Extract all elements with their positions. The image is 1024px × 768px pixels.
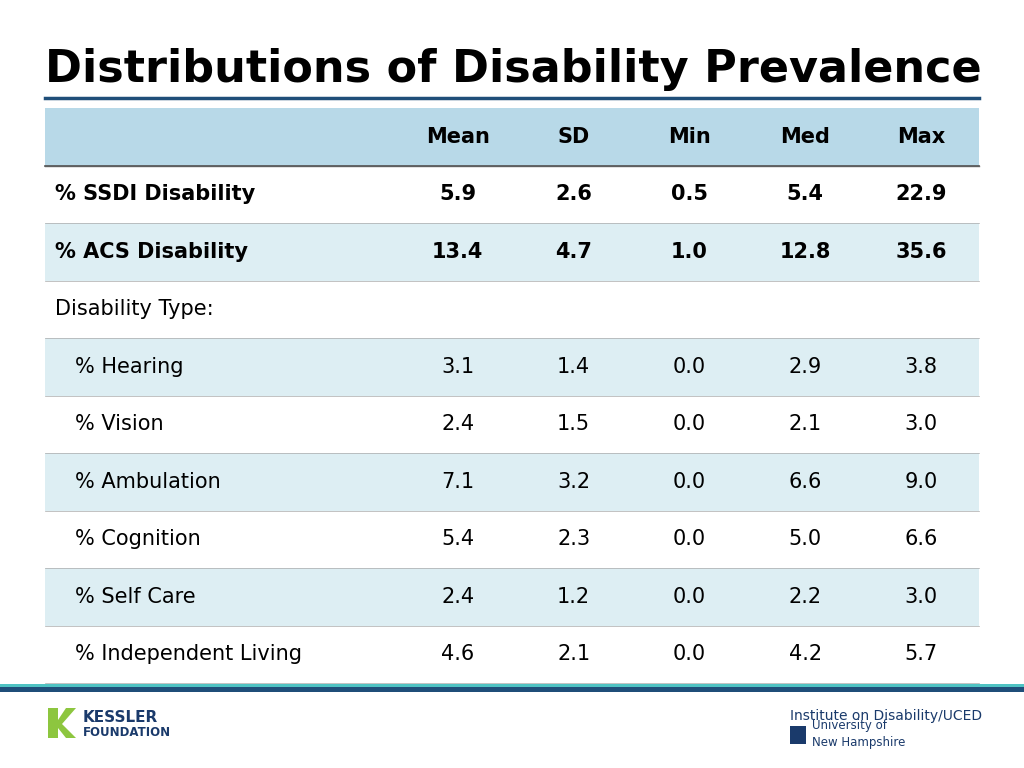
Bar bbox=[45, 165, 979, 223]
Text: 13.4: 13.4 bbox=[432, 242, 483, 262]
Text: Mean: Mean bbox=[426, 127, 489, 147]
Text: 22.9: 22.9 bbox=[895, 184, 947, 204]
Text: 0.0: 0.0 bbox=[673, 587, 706, 607]
Text: Disability Type:: Disability Type: bbox=[55, 300, 214, 319]
Text: % Self Care: % Self Care bbox=[75, 587, 196, 607]
Bar bbox=[45, 625, 979, 683]
Polygon shape bbox=[48, 708, 76, 738]
Text: Min: Min bbox=[668, 127, 711, 147]
Text: 1.2: 1.2 bbox=[557, 587, 590, 607]
Text: Med: Med bbox=[780, 127, 830, 147]
Text: 0.0: 0.0 bbox=[673, 357, 706, 377]
Text: % Independent Living: % Independent Living bbox=[75, 644, 302, 664]
Text: 2.9: 2.9 bbox=[788, 357, 822, 377]
Text: 3.2: 3.2 bbox=[557, 472, 590, 492]
Text: Institute on Disability/UCED: Institute on Disability/UCED bbox=[790, 709, 982, 723]
Bar bbox=[45, 511, 979, 568]
Text: 2.2: 2.2 bbox=[788, 587, 822, 607]
Text: Distributions of Disability Prevalence: Distributions of Disability Prevalence bbox=[45, 48, 982, 91]
Bar bbox=[45, 396, 979, 453]
Text: % Cognition: % Cognition bbox=[75, 529, 201, 549]
Text: 5.0: 5.0 bbox=[788, 529, 822, 549]
Text: 0.0: 0.0 bbox=[673, 644, 706, 664]
Text: University of
New Hampshire: University of New Hampshire bbox=[812, 719, 905, 749]
Text: 7.1: 7.1 bbox=[441, 472, 474, 492]
Bar bbox=[45, 453, 979, 511]
Text: 2.1: 2.1 bbox=[788, 414, 822, 434]
Text: 0.5: 0.5 bbox=[671, 184, 708, 204]
Text: Max: Max bbox=[897, 127, 945, 147]
Text: 5.4: 5.4 bbox=[441, 529, 474, 549]
Text: 4.7: 4.7 bbox=[555, 242, 592, 262]
Text: 12.8: 12.8 bbox=[779, 242, 830, 262]
Text: 2.4: 2.4 bbox=[441, 587, 474, 607]
Text: 5.7: 5.7 bbox=[904, 644, 938, 664]
Bar bbox=[0, 684, 1024, 692]
Text: % Hearing: % Hearing bbox=[75, 357, 183, 377]
Text: % Ambulation: % Ambulation bbox=[75, 472, 221, 492]
Text: SD: SD bbox=[557, 127, 590, 147]
Text: % SSDI Disability: % SSDI Disability bbox=[55, 184, 255, 204]
Bar bbox=[0, 684, 1024, 687]
Text: 5.9: 5.9 bbox=[439, 184, 476, 204]
Text: 9.0: 9.0 bbox=[904, 472, 938, 492]
Bar bbox=[45, 568, 979, 625]
Bar bbox=[45, 338, 979, 396]
Text: 1.0: 1.0 bbox=[671, 242, 708, 262]
Text: 6.6: 6.6 bbox=[788, 472, 822, 492]
Text: 0.0: 0.0 bbox=[673, 529, 706, 549]
Text: 2.1: 2.1 bbox=[557, 644, 590, 664]
Text: FOUNDATION: FOUNDATION bbox=[83, 726, 171, 739]
Text: 1.4: 1.4 bbox=[557, 357, 590, 377]
Text: 0.0: 0.0 bbox=[673, 414, 706, 434]
Bar bbox=[45, 280, 979, 338]
Text: 3.0: 3.0 bbox=[904, 587, 938, 607]
Text: 5.4: 5.4 bbox=[786, 184, 823, 204]
Text: % ACS Disability: % ACS Disability bbox=[55, 242, 248, 262]
Text: 2.6: 2.6 bbox=[555, 184, 592, 204]
Text: 4.2: 4.2 bbox=[788, 644, 822, 664]
Text: 2.3: 2.3 bbox=[557, 529, 590, 549]
Text: 3.8: 3.8 bbox=[904, 357, 938, 377]
Text: 1.5: 1.5 bbox=[557, 414, 590, 434]
Text: % Vision: % Vision bbox=[75, 414, 164, 434]
Bar bbox=[45, 108, 979, 165]
Bar bbox=[45, 223, 979, 280]
Text: 0.0: 0.0 bbox=[673, 472, 706, 492]
Text: 6.6: 6.6 bbox=[904, 529, 938, 549]
Bar bbox=[790, 726, 806, 744]
Text: 2.4: 2.4 bbox=[441, 414, 474, 434]
Text: 35.6: 35.6 bbox=[895, 242, 947, 262]
Text: KESSLER: KESSLER bbox=[83, 710, 159, 726]
Text: 3.0: 3.0 bbox=[904, 414, 938, 434]
Text: 4.6: 4.6 bbox=[441, 644, 474, 664]
Text: 3.1: 3.1 bbox=[441, 357, 474, 377]
